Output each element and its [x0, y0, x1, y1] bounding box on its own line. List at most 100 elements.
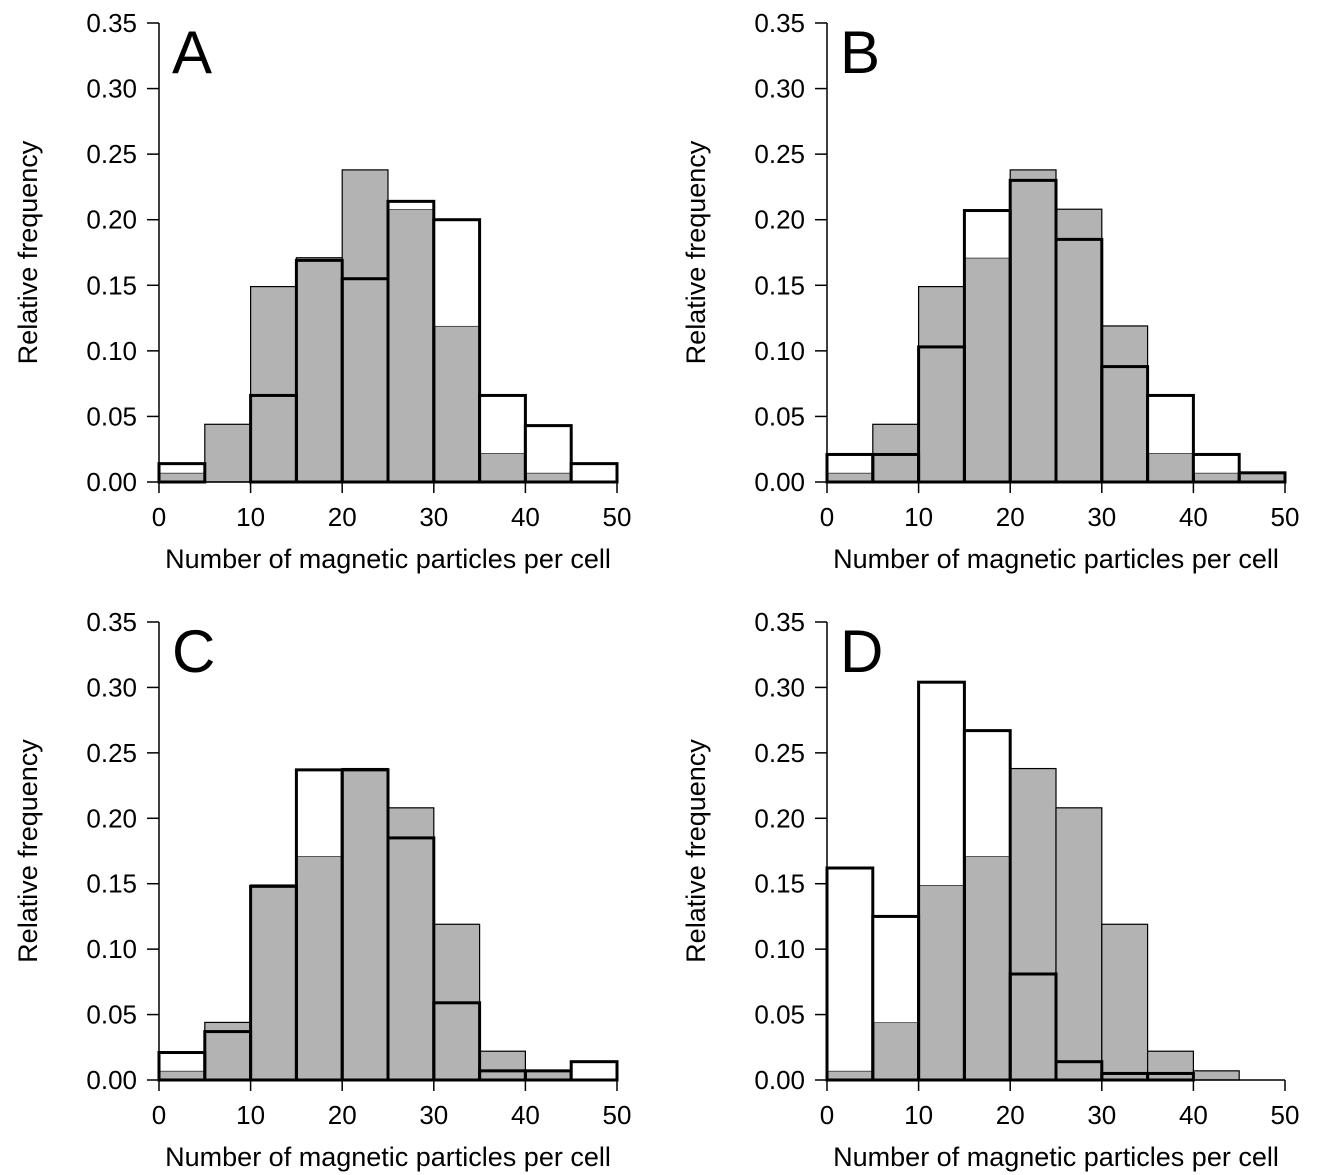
open-bar-fill: [1193, 454, 1240, 473]
open-bar-fill: [159, 463, 205, 473]
y-tick-label: 0.15: [86, 869, 137, 899]
open-bar-fill: [918, 682, 965, 886]
x-tick-label: 50: [1271, 1100, 1300, 1130]
shaded-bar: [387, 208, 435, 483]
x-tick-label: 30: [419, 502, 448, 532]
shaded-bar: [341, 767, 389, 1081]
shaded-bar: [1009, 169, 1057, 483]
y-tick-label: 0.00: [86, 467, 137, 497]
y-tick-label: 0.30: [754, 74, 805, 104]
panel-label: B: [840, 19, 880, 86]
y-tick-label: 0.25: [86, 738, 137, 768]
shaded-bar: [963, 257, 1011, 483]
shaded-bar: [250, 285, 298, 483]
y-tick-label: 0.00: [754, 467, 805, 497]
open-bar-fill: [872, 916, 919, 1023]
open-bar-fill: [388, 201, 434, 210]
y-tick-label: 0.05: [754, 401, 805, 431]
shaded-bar: [1055, 208, 1103, 483]
open-bar-fill: [571, 463, 617, 482]
shaded-bar: [295, 257, 343, 483]
y-tick-label: 0.30: [86, 672, 137, 702]
y-tick-label: 0.20: [86, 205, 137, 235]
x-tick-label: 30: [1087, 502, 1116, 532]
y-tick-label: 0.25: [754, 738, 805, 768]
y-tick-label: 0.20: [754, 803, 805, 833]
panel-b: 0.00 0.05 0.10 0.15 0.20 0.25 0.30 0.35 0 10 20 30 4…: [681, 8, 1299, 574]
x-tick-label: 10: [236, 1100, 265, 1130]
open-bar-fill: [433, 219, 480, 326]
shaded-bar: [341, 169, 389, 483]
y-tick-label: 0.10: [86, 934, 137, 964]
y-tick-label: 0.05: [86, 1000, 137, 1030]
x-tick-label: 20: [996, 1100, 1025, 1130]
shaded-bar: [1009, 767, 1057, 1081]
x-tick-label: 0: [820, 1100, 834, 1130]
x-axis-label: Number of magnetic particles per cell: [165, 544, 611, 574]
y-tick-label: 0.20: [754, 205, 805, 235]
y-tick-label: 0.35: [754, 8, 805, 38]
open-bar-fill: [827, 454, 873, 473]
panel-label: A: [172, 19, 212, 86]
y-tick-label: 0.10: [754, 934, 805, 964]
y-tick-label: 0.10: [86, 336, 137, 366]
x-axis-label: Number of magnetic particles per cell: [833, 1142, 1279, 1172]
panel-d: 0.00 0.05 0.10 0.15 0.20 0.25 0.30 0.35 0 10 20 30 4…: [681, 607, 1299, 1172]
shaded-bar: [433, 325, 481, 483]
open-bar-fill: [964, 730, 1011, 857]
shaded-bar: [1146, 452, 1194, 483]
x-tick-label: 0: [820, 502, 834, 532]
y-tick-label: 0.00: [754, 1065, 805, 1095]
y-tick-label: 0.35: [86, 8, 137, 38]
shaded-bar: [295, 855, 343, 1081]
shaded-bar: [1146, 1050, 1194, 1081]
x-tick-label: 20: [328, 1100, 357, 1130]
x-axis-label: Number of magnetic particles per cell: [833, 544, 1279, 574]
x-tick-label: 40: [511, 1100, 540, 1130]
y-tick-label: 0.20: [86, 803, 137, 833]
shaded-bar: [479, 452, 527, 483]
y-axis-label: Relative frequency: [13, 140, 43, 364]
panel-c: 0.00 0.05 0.10 0.15 0.20 0.25 0.30 0.35 0 10 20 30 4…: [13, 607, 631, 1172]
open-bar-fill: [827, 868, 873, 1071]
x-tick-label: 50: [603, 502, 632, 532]
open-bar-fill: [479, 395, 526, 454]
shaded-bar: [1101, 325, 1149, 483]
open-bar-fill: [525, 425, 572, 473]
shaded-bar: [479, 1050, 527, 1081]
open-bar-fill: [571, 1061, 617, 1080]
y-tick-label: 0.10: [754, 336, 805, 366]
y-tick-label: 0.25: [86, 139, 137, 169]
y-tick-label: 0.30: [86, 74, 137, 104]
y-tick-label: 0.30: [754, 672, 805, 702]
shaded-bar: [250, 884, 298, 1081]
x-tick-label: 20: [996, 502, 1025, 532]
open-bar-fill: [159, 1052, 205, 1071]
open-bar-fill: [1147, 395, 1194, 454]
shaded-bar: [963, 855, 1011, 1081]
panel-label: D: [840, 618, 883, 685]
y-tick-label: 0.05: [86, 401, 137, 431]
y-tick-label: 0.00: [86, 1065, 137, 1095]
y-axis-label: Relative frequency: [681, 739, 711, 963]
y-tick-label: 0.15: [86, 270, 137, 300]
shaded-bar: [204, 423, 252, 483]
y-axis-label: Relative frequency: [13, 739, 43, 963]
x-tick-label: 10: [236, 502, 265, 532]
x-tick-label: 20: [328, 502, 357, 532]
x-tick-label: 40: [511, 502, 540, 532]
x-tick-label: 40: [1179, 1100, 1208, 1130]
shaded-bar: [1055, 807, 1103, 1081]
open-bar-fill: [964, 210, 1011, 258]
shaded-bar: [387, 807, 435, 1081]
y-axis-label: Relative frequency: [681, 140, 711, 364]
shaded-bar: [1192, 1070, 1240, 1081]
x-tick-label: 50: [1271, 502, 1300, 532]
x-tick-label: 30: [1087, 1100, 1116, 1130]
y-tick-label: 0.35: [754, 607, 805, 637]
shaded-bar: [1101, 923, 1149, 1081]
y-tick-label: 0.05: [754, 1000, 805, 1030]
x-axis-label: Number of magnetic particles per cell: [165, 1142, 611, 1172]
open-bar-fill: [296, 769, 343, 857]
